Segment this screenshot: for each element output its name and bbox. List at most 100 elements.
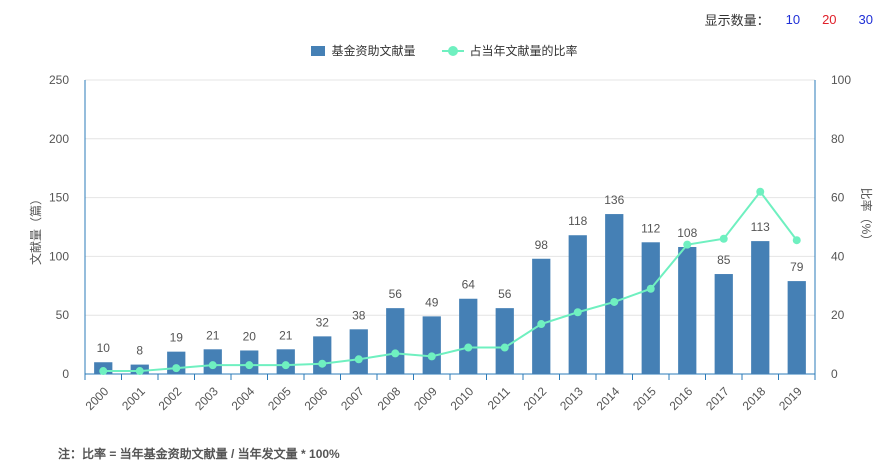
- x-tick-label: 2017: [703, 384, 732, 413]
- bar: [605, 214, 624, 374]
- x-tick-label: 2006: [302, 384, 331, 413]
- bar-data-label: 85: [717, 253, 731, 267]
- bar: [568, 235, 587, 374]
- y-left-tick-label: 250: [49, 73, 69, 87]
- y-right-tick-label: 40: [831, 249, 845, 263]
- bar-data-label: 108: [677, 226, 697, 240]
- bar: [787, 281, 806, 374]
- x-tick-label: 2005: [265, 384, 294, 413]
- bar-data-label: 49: [425, 295, 439, 309]
- bar: [459, 298, 478, 374]
- y-left-axis-title: 文献量（篇）: [28, 193, 43, 265]
- legend-line-swatch: [441, 45, 464, 56]
- bar-data-label: 32: [316, 315, 330, 329]
- bar: [678, 246, 697, 374]
- y-left-tick-label: 0: [62, 367, 69, 381]
- legend-item-line-series[interactable]: 占当年文献量的比率: [441, 42, 578, 59]
- display-count-option-30[interactable]: 30: [858, 12, 873, 27]
- bar: [495, 308, 514, 374]
- y-right-tick-label: 100: [831, 73, 851, 87]
- legend-item-bar-series[interactable]: 基金资助文献量: [311, 42, 416, 59]
- x-tick-label: 2012: [521, 384, 550, 413]
- x-tick-label: 2011: [485, 384, 513, 412]
- ratio-point: [354, 355, 363, 364]
- x-tick-label: 2001: [119, 384, 148, 413]
- x-tick-label: 2019: [776, 384, 805, 413]
- y-right-axis-title: 比率（%）: [859, 188, 874, 247]
- y-left-tick-label: 150: [49, 191, 69, 205]
- x-tick-label: 2014: [594, 384, 623, 413]
- x-tick-label: 2010: [448, 384, 477, 413]
- x-tick-label: 2013: [557, 384, 586, 413]
- ratio-point: [610, 297, 619, 306]
- bar-data-label: 112: [641, 221, 660, 235]
- y-right-tick-label: 80: [831, 132, 845, 146]
- x-tick-label: 2009: [411, 384, 440, 413]
- bar: [386, 308, 405, 374]
- bar: [422, 316, 441, 374]
- ratio-point: [135, 367, 144, 376]
- ratio-point: [281, 361, 290, 370]
- legend-line-label: 占当年文献量的比率: [469, 44, 578, 58]
- ratio-point: [99, 367, 108, 376]
- ratio-point: [464, 343, 473, 352]
- y-right-tick-label: 0: [831, 367, 838, 381]
- bar-data-label: 98: [535, 238, 549, 252]
- ratio-point: [318, 359, 327, 368]
- ratio-point: [792, 236, 801, 245]
- ratio-point: [646, 284, 655, 293]
- x-tick-label: 2004: [229, 384, 258, 413]
- legend-bar-label: 基金资助文献量: [331, 44, 416, 58]
- bar-data-label: 64: [462, 278, 476, 292]
- bar: [532, 258, 551, 374]
- ratio-point: [172, 364, 181, 373]
- x-tick-label: 2008: [375, 384, 404, 413]
- legend-bar-swatch: [311, 45, 326, 56]
- x-tick-label: 2003: [192, 384, 221, 413]
- display-count-option-10[interactable]: 10: [785, 12, 801, 27]
- x-tick-label: 2000: [83, 384, 112, 413]
- ratio-point: [756, 187, 765, 196]
- ratio-point: [245, 361, 254, 370]
- bar: [641, 242, 660, 374]
- ratio-point: [500, 343, 509, 352]
- ratio-point: [573, 308, 582, 317]
- y-left-tick-label: 50: [56, 308, 70, 322]
- chart-note: 注：比率 = 当年基金资助文献量 / 当年发文量 * 100%: [58, 447, 340, 461]
- ratio-line: [103, 190, 798, 373]
- bar: [313, 336, 332, 374]
- bar: [349, 329, 368, 374]
- x-tick-label: 2015: [630, 384, 659, 413]
- ratio-point: [537, 320, 546, 329]
- bar-data-label: 21: [279, 328, 293, 342]
- display-count-option-20[interactable]: 20: [822, 12, 837, 27]
- bar-data-label: 56: [389, 287, 403, 301]
- combo-chart: 0 50 100 150 200 250 0 20 40 60 80 100 文献量（篇） 比率（%） 20…: [28, 73, 874, 413]
- ratio-point: [391, 349, 400, 358]
- x-tick-label: 2018: [740, 384, 769, 413]
- y-right-tick-label: 60: [831, 191, 845, 205]
- bar-data-label: 79: [790, 260, 804, 274]
- bar: [714, 274, 733, 374]
- y-left-tick-label: 100: [49, 249, 69, 263]
- bar-data-label: 21: [206, 328, 220, 342]
- bar-data-label: 8: [136, 344, 143, 358]
- bar-data-label: 20: [243, 329, 257, 343]
- bar-data-label: 136: [604, 193, 624, 207]
- y-left-tick-label: 200: [49, 132, 69, 146]
- x-tick-label: 2016: [667, 384, 696, 413]
- x-tick-label: 2007: [338, 384, 367, 413]
- bar-data-label: 113: [751, 220, 770, 234]
- chart-legend: 基金资助文献量 占当年文献量的比率: [0, 42, 889, 59]
- bar-data-label: 10: [97, 341, 111, 355]
- bar: [751, 241, 770, 374]
- y-right-tick-label: 20: [831, 308, 845, 322]
- ratio-point: [208, 361, 217, 370]
- display-count-label: 显示数量：: [704, 13, 770, 28]
- display-count-control: 显示数量： 10 20 30: [705, 10, 879, 29]
- bar-data-label: 38: [352, 308, 366, 322]
- bar-data-label: 19: [170, 331, 184, 345]
- bar-data-label: 118: [568, 214, 587, 228]
- ratio-point: [683, 240, 692, 249]
- bar-data-label: 56: [498, 287, 512, 301]
